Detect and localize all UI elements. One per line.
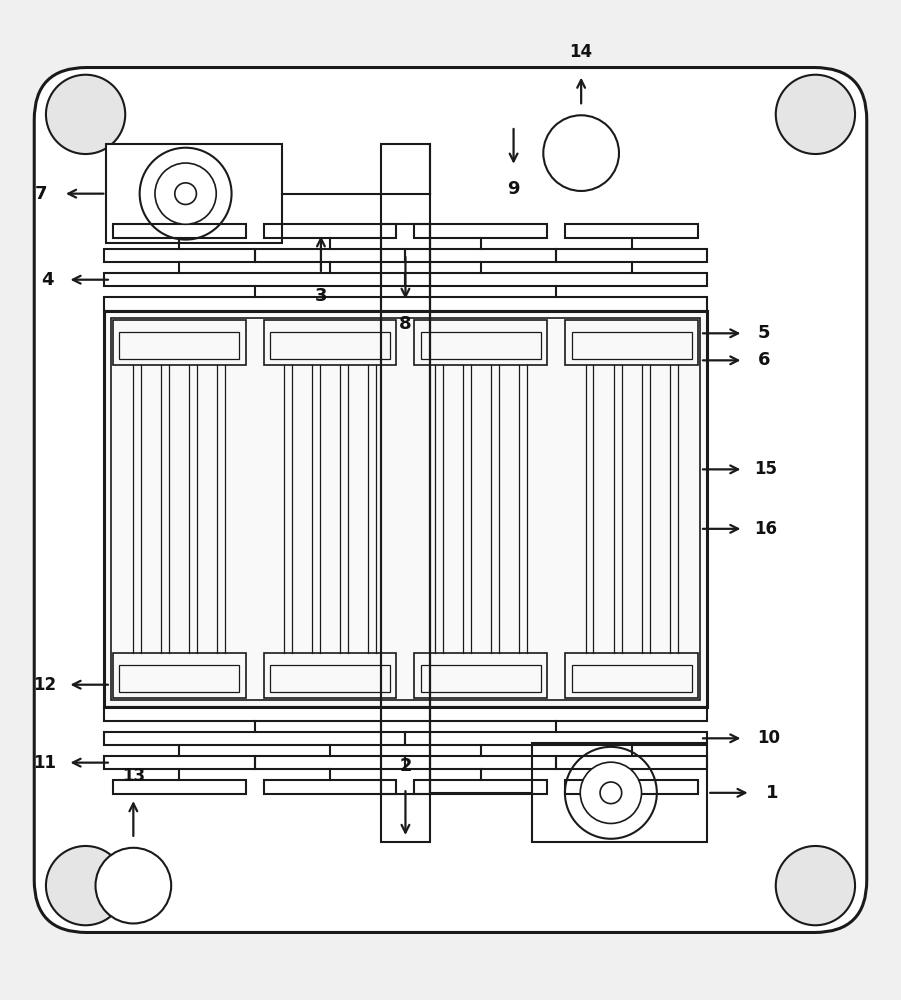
Bar xyxy=(566,224,698,238)
Text: 15: 15 xyxy=(754,460,778,478)
Bar xyxy=(381,144,430,794)
Bar xyxy=(264,224,396,238)
Bar xyxy=(557,756,707,769)
Text: 8: 8 xyxy=(399,315,412,333)
Bar xyxy=(104,732,405,745)
Text: 2: 2 xyxy=(399,757,412,775)
Circle shape xyxy=(580,762,642,823)
Text: 1: 1 xyxy=(766,784,778,802)
Bar xyxy=(104,311,707,707)
Bar xyxy=(106,144,282,243)
Text: 14: 14 xyxy=(569,43,593,61)
Bar xyxy=(255,756,405,769)
Bar xyxy=(119,665,240,692)
Bar xyxy=(405,249,557,262)
Bar xyxy=(255,249,405,262)
Text: 11: 11 xyxy=(33,754,57,772)
Text: 13: 13 xyxy=(122,767,145,785)
Circle shape xyxy=(46,846,125,925)
Bar xyxy=(270,665,390,692)
Bar xyxy=(104,707,707,721)
Bar xyxy=(421,332,541,359)
Text: 3: 3 xyxy=(314,287,327,305)
Bar xyxy=(414,653,548,698)
Bar xyxy=(104,297,707,311)
Bar xyxy=(414,780,548,794)
Bar xyxy=(566,320,698,365)
Bar xyxy=(566,780,698,794)
Bar xyxy=(557,249,707,262)
Bar xyxy=(104,273,405,286)
Circle shape xyxy=(776,75,855,154)
Bar xyxy=(532,743,707,842)
Text: 7: 7 xyxy=(35,185,48,203)
Bar xyxy=(405,732,707,745)
Bar xyxy=(264,320,396,365)
Text: 6: 6 xyxy=(758,351,770,369)
Bar xyxy=(405,273,707,286)
Text: 4: 4 xyxy=(41,271,54,289)
Bar xyxy=(113,320,245,365)
Bar xyxy=(381,224,430,842)
Text: 5: 5 xyxy=(758,324,770,342)
Text: 12: 12 xyxy=(33,676,57,694)
Circle shape xyxy=(46,75,125,154)
Circle shape xyxy=(565,747,657,839)
Bar xyxy=(104,756,255,769)
Bar xyxy=(421,665,541,692)
Bar xyxy=(119,332,240,359)
Bar xyxy=(104,249,255,262)
Circle shape xyxy=(140,148,232,240)
Bar xyxy=(572,665,692,692)
Text: 16: 16 xyxy=(754,520,778,538)
Bar xyxy=(572,332,692,359)
Bar xyxy=(111,318,700,700)
Circle shape xyxy=(175,183,196,204)
Circle shape xyxy=(543,115,619,191)
Circle shape xyxy=(600,782,622,804)
Text: 9: 9 xyxy=(507,180,520,198)
Text: 10: 10 xyxy=(757,729,780,747)
Circle shape xyxy=(776,846,855,925)
Bar xyxy=(264,780,396,794)
Bar xyxy=(113,224,245,238)
Bar xyxy=(113,653,245,698)
Bar xyxy=(113,780,245,794)
Bar xyxy=(264,653,396,698)
Bar xyxy=(414,320,548,365)
Bar xyxy=(566,653,698,698)
Circle shape xyxy=(155,163,216,224)
Circle shape xyxy=(96,848,171,923)
Bar xyxy=(405,756,557,769)
Bar xyxy=(270,332,390,359)
FancyBboxPatch shape xyxy=(34,68,867,932)
Bar xyxy=(414,224,548,238)
